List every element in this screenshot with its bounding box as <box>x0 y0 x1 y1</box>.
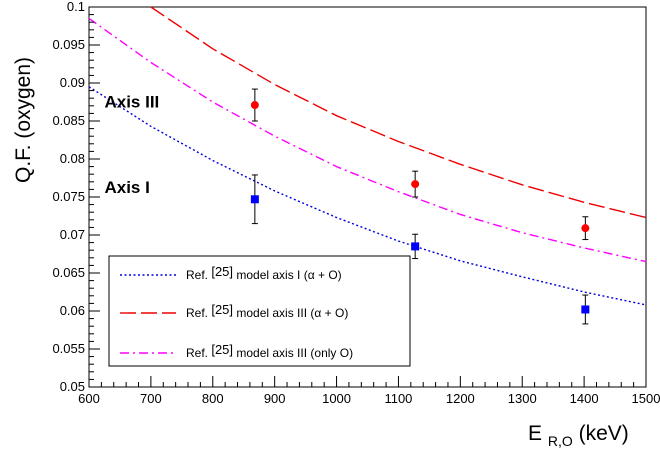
y-tick-label-1: 0.055 <box>52 341 85 356</box>
data-point-1-1 <box>411 242 420 251</box>
x-axis-title-unit: (keV) <box>579 422 629 445</box>
x-tick-label-2: 800 <box>202 391 224 406</box>
x-tick-label-7: 1300 <box>508 391 537 406</box>
series-line-2 <box>88 17 647 263</box>
y-tick-label-10: 0.1 <box>67 0 85 14</box>
x-axis-title: E R,O (keV) <box>528 422 629 451</box>
data-point-1-0 <box>250 195 259 204</box>
data-point-0-1 <box>411 180 420 189</box>
y-tick-label-4: 0.07 <box>60 227 85 242</box>
x-tick-label-8: 1400 <box>570 391 599 406</box>
y-tick-label-7: 0.085 <box>52 113 85 128</box>
legend-label-0: Ref. [25] model axis I (α + O) <box>186 264 342 282</box>
legend: Ref. [25] model axis I (α + O) Ref. [25]… <box>108 255 411 367</box>
data-points <box>250 88 590 325</box>
x-tick-label-4: 1000 <box>322 391 351 406</box>
axis-iii-annotation: Axis I <box>104 178 149 197</box>
data-point-0-0 <box>250 101 259 110</box>
axis-ticks: 600 700 800 900 1000 1100 1200 1300 1400 1500 0.05… <box>52 0 660 406</box>
y-tick-label-2: 0.06 <box>60 303 85 318</box>
legend-label-1: Ref. [25] model axis III (α + O) <box>186 302 348 320</box>
x-tick-label-1: 700 <box>140 391 162 406</box>
x-axis-title-main: E <box>528 422 542 445</box>
data-point-0-2 <box>581 224 590 233</box>
y-tick-label-5: 0.075 <box>52 189 85 204</box>
series-line-0 <box>88 86 647 306</box>
y-tick-label-9: 0.095 <box>52 37 85 52</box>
axis-i-annotation: Axis III <box>104 92 159 111</box>
x-tick-label-5: 1100 <box>384 391 412 406</box>
y-tick-label-8: 0.09 <box>60 75 85 90</box>
y-tick-label-6: 0.08 <box>60 151 85 166</box>
legend-box <box>108 255 411 367</box>
x-tick-label-3: 900 <box>264 391 286 406</box>
legend-label-2: Ref. [25] model axis III (only O) <box>186 342 353 360</box>
model-curves <box>88 6 647 306</box>
y-axis-title: Q.F. (oxygen) <box>12 57 35 183</box>
y-tick-label-3: 0.065 <box>52 265 85 280</box>
x-tick-label-0: 600 <box>78 391 100 406</box>
x-tick-label-9: 1500 <box>632 391 660 406</box>
x-tick-label-6: 1200 <box>446 391 475 406</box>
data-point-1-2 <box>581 305 590 314</box>
series-line-1 <box>150 6 647 219</box>
x-axis-title-sub: R,O <box>548 433 573 449</box>
y-tick-label-0: 0.05 <box>60 379 85 394</box>
